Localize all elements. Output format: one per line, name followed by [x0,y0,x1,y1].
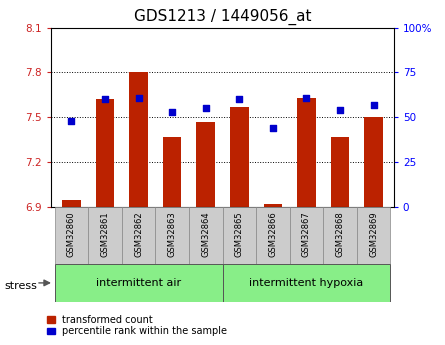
Bar [163,137,182,207]
Point [202,106,209,111]
Text: GSM32860: GSM32860 [67,211,76,257]
Legend: transformed count, percentile rank within the sample: transformed count, percentile rank withi… [45,313,229,338]
Text: GSM32863: GSM32863 [168,211,177,257]
Text: GSM32868: GSM32868 [336,211,344,257]
Text: GSM32867: GSM32867 [302,211,311,257]
Text: intermittent air: intermittent air [96,278,181,288]
Point [135,95,142,100]
Bar [331,137,349,207]
Bar [364,117,383,207]
Point [169,109,176,115]
Point [101,97,109,102]
Bar [323,207,357,264]
Bar [290,207,323,264]
Point [236,97,243,102]
Bar [55,207,88,264]
Point [269,125,276,131]
Bar [222,264,390,302]
Bar [196,122,215,207]
Text: GSM32865: GSM32865 [235,211,244,257]
Bar [88,207,122,264]
Bar [263,204,282,207]
Bar [55,264,222,302]
Point [370,102,377,108]
Point [336,107,344,113]
Text: stress: stress [4,282,37,291]
Bar [122,207,155,264]
Bar [230,107,249,207]
Text: GSM32862: GSM32862 [134,211,143,257]
Bar [256,207,290,264]
Bar [357,207,390,264]
Bar [62,199,81,207]
Bar [129,72,148,207]
Text: GSM32864: GSM32864 [201,211,210,257]
Bar [222,207,256,264]
Point [303,95,310,100]
Text: GSM32869: GSM32869 [369,211,378,257]
Bar [155,207,189,264]
Text: GDS1213 / 1449056_at: GDS1213 / 1449056_at [134,9,311,25]
Bar [297,98,316,207]
Point [68,118,75,124]
Bar [189,207,222,264]
Text: GSM32866: GSM32866 [268,211,277,257]
Text: GSM32861: GSM32861 [101,211,109,257]
Bar [96,99,114,207]
Text: intermittent hypoxia: intermittent hypoxia [249,278,364,288]
